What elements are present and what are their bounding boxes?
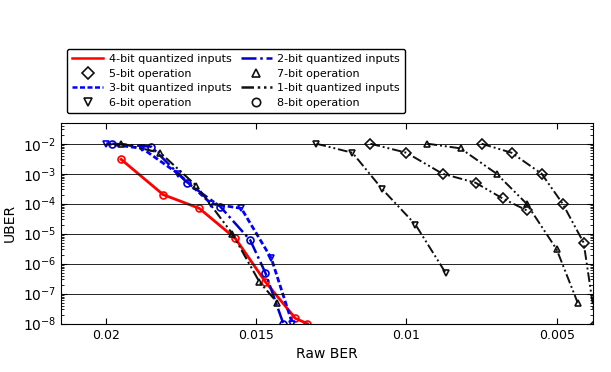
X-axis label: Raw BER: Raw BER — [296, 347, 358, 361]
Y-axis label: UBER: UBER — [3, 204, 17, 242]
Legend: 4-bit quantized inputs, 5-bit operation, 3-bit quantized inputs, 6-bit operation: 4-bit quantized inputs, 5-bit operation,… — [67, 49, 406, 113]
